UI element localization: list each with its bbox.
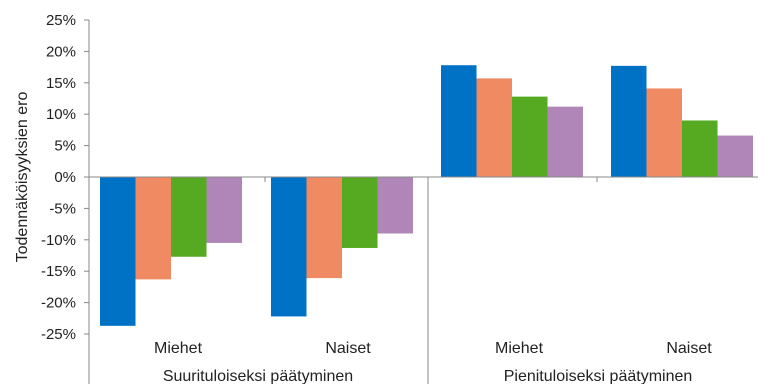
y-tick-label: 20%: [46, 43, 76, 60]
bars-layer: [100, 65, 753, 326]
category-label: Miehet: [495, 340, 544, 357]
bar: [306, 177, 342, 279]
bar: [171, 177, 207, 257]
bar: [682, 120, 718, 177]
bar: [646, 88, 682, 177]
bar: [611, 65, 647, 177]
bar: [135, 177, 171, 280]
bar: [206, 177, 242, 243]
y-tick-label: 15%: [46, 75, 76, 92]
bar: [717, 135, 753, 177]
y-tick-label: 0%: [54, 169, 76, 186]
y-tick-label: 25%: [46, 12, 76, 29]
bar: [271, 177, 307, 317]
bar: [342, 177, 378, 248]
bar: [547, 106, 583, 177]
y-axis-title: Todennäköisyyksien ero: [14, 92, 31, 263]
y-tick-label: -5%: [49, 200, 76, 217]
y-tick-label: 10%: [46, 106, 76, 123]
group-label: Pienituloiseksi päätyminen: [504, 368, 693, 384]
bar: [100, 177, 136, 326]
axes-layer: [84, 19, 758, 384]
labels-layer: 25% 20% 15% 10% 5% 0% -5% -10% -15% -20% -25% Miehe…: [41, 12, 712, 384]
y-tick-label: -20%: [41, 295, 76, 312]
y-tick-label: -15%: [41, 263, 76, 280]
bar: [441, 65, 477, 177]
category-label: Naiset: [666, 340, 712, 357]
category-label: Miehet: [154, 340, 203, 357]
y-tick-label: -25%: [41, 326, 76, 343]
group-label: Suurituloiseksi päätyminen: [163, 368, 353, 384]
bar: [377, 177, 413, 234]
bar: [512, 96, 548, 177]
y-tick-label: 5%: [54, 138, 76, 155]
bar: [476, 78, 512, 177]
y-tick-label: -10%: [41, 232, 76, 249]
category-label: Naiset: [325, 340, 371, 357]
